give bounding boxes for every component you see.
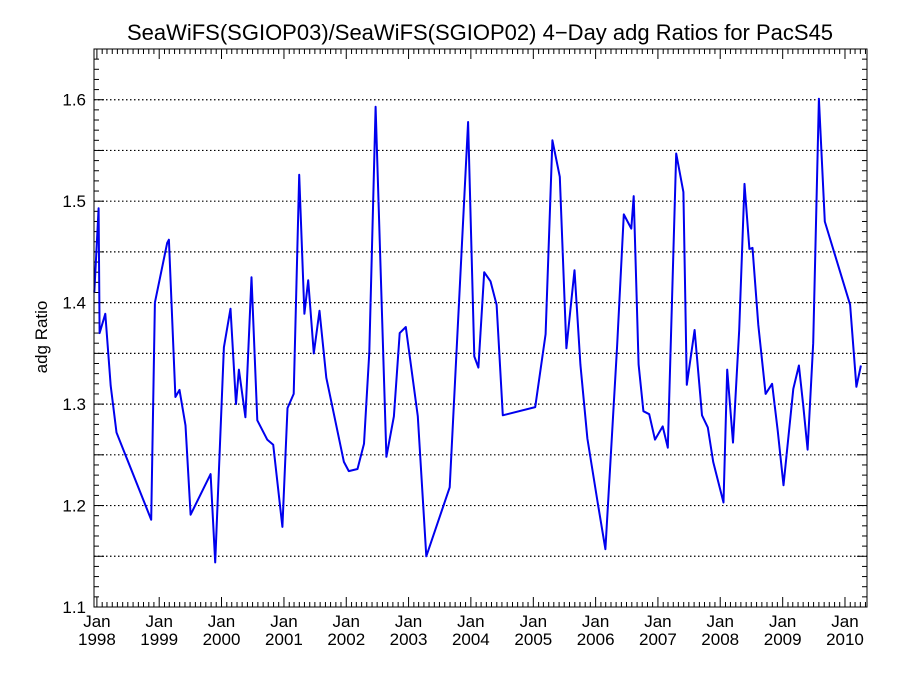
x-tick-label-year: 2007: [639, 630, 677, 649]
x-tick-label-year: 1998: [78, 630, 116, 649]
x-tick-label-year: 2008: [701, 630, 739, 649]
tick-labels: 1.11.21.31.41.51.6Jan1998Jan1999Jan2000J…: [62, 91, 864, 649]
x-tick-label-month: Jan: [270, 612, 297, 631]
x-tick-label-year: 2000: [203, 630, 241, 649]
x-tick-label-year: 2004: [452, 630, 490, 649]
x-tick-label-year: 2010: [826, 630, 864, 649]
y-tick-label: 1.2: [62, 497, 86, 516]
x-tick-label-month: Jan: [395, 612, 422, 631]
x-tick-label-month: Jan: [145, 612, 172, 631]
x-tick-label-year: 2005: [514, 630, 552, 649]
x-tick-label-month: Jan: [520, 612, 547, 631]
chart-title: SeaWiFS(SGIOP03)/SeaWiFS(SGIOP02) 4−Day …: [127, 20, 833, 45]
plot-frame: [93, 48, 868, 608]
x-tick-label-year: 2003: [390, 630, 428, 649]
y-tick-label: 1.4: [62, 294, 86, 313]
series-layer: [93, 97, 862, 564]
x-tick-label-month: Jan: [769, 612, 796, 631]
y-tick-label: 1.3: [62, 395, 86, 414]
x-tick-label-year: 2001: [265, 630, 303, 649]
series-line: [93, 97, 862, 564]
x-tick-label-year: 1999: [140, 630, 178, 649]
axis-ticks: [94, 48, 867, 608]
y-tick-label: 1.1: [62, 598, 86, 617]
x-tick-label-month: Jan: [333, 612, 360, 631]
y-tick-label: 1.5: [62, 192, 86, 211]
y-axis-label: adg Ratio: [32, 301, 51, 374]
x-tick-label-month: Jan: [831, 612, 858, 631]
y-tick-label: 1.6: [62, 91, 86, 110]
x-tick-label-month: Jan: [83, 612, 110, 631]
x-tick-label-year: 2006: [577, 630, 615, 649]
x-tick-label-year: 2002: [327, 630, 365, 649]
x-tick-label-month: Jan: [457, 612, 484, 631]
x-tick-label-month: Jan: [582, 612, 609, 631]
x-tick-label-month: Jan: [707, 612, 734, 631]
x-tick-label-month: Jan: [208, 612, 235, 631]
x-tick-label-month: Jan: [644, 612, 671, 631]
x-tick-label-year: 2009: [764, 630, 802, 649]
